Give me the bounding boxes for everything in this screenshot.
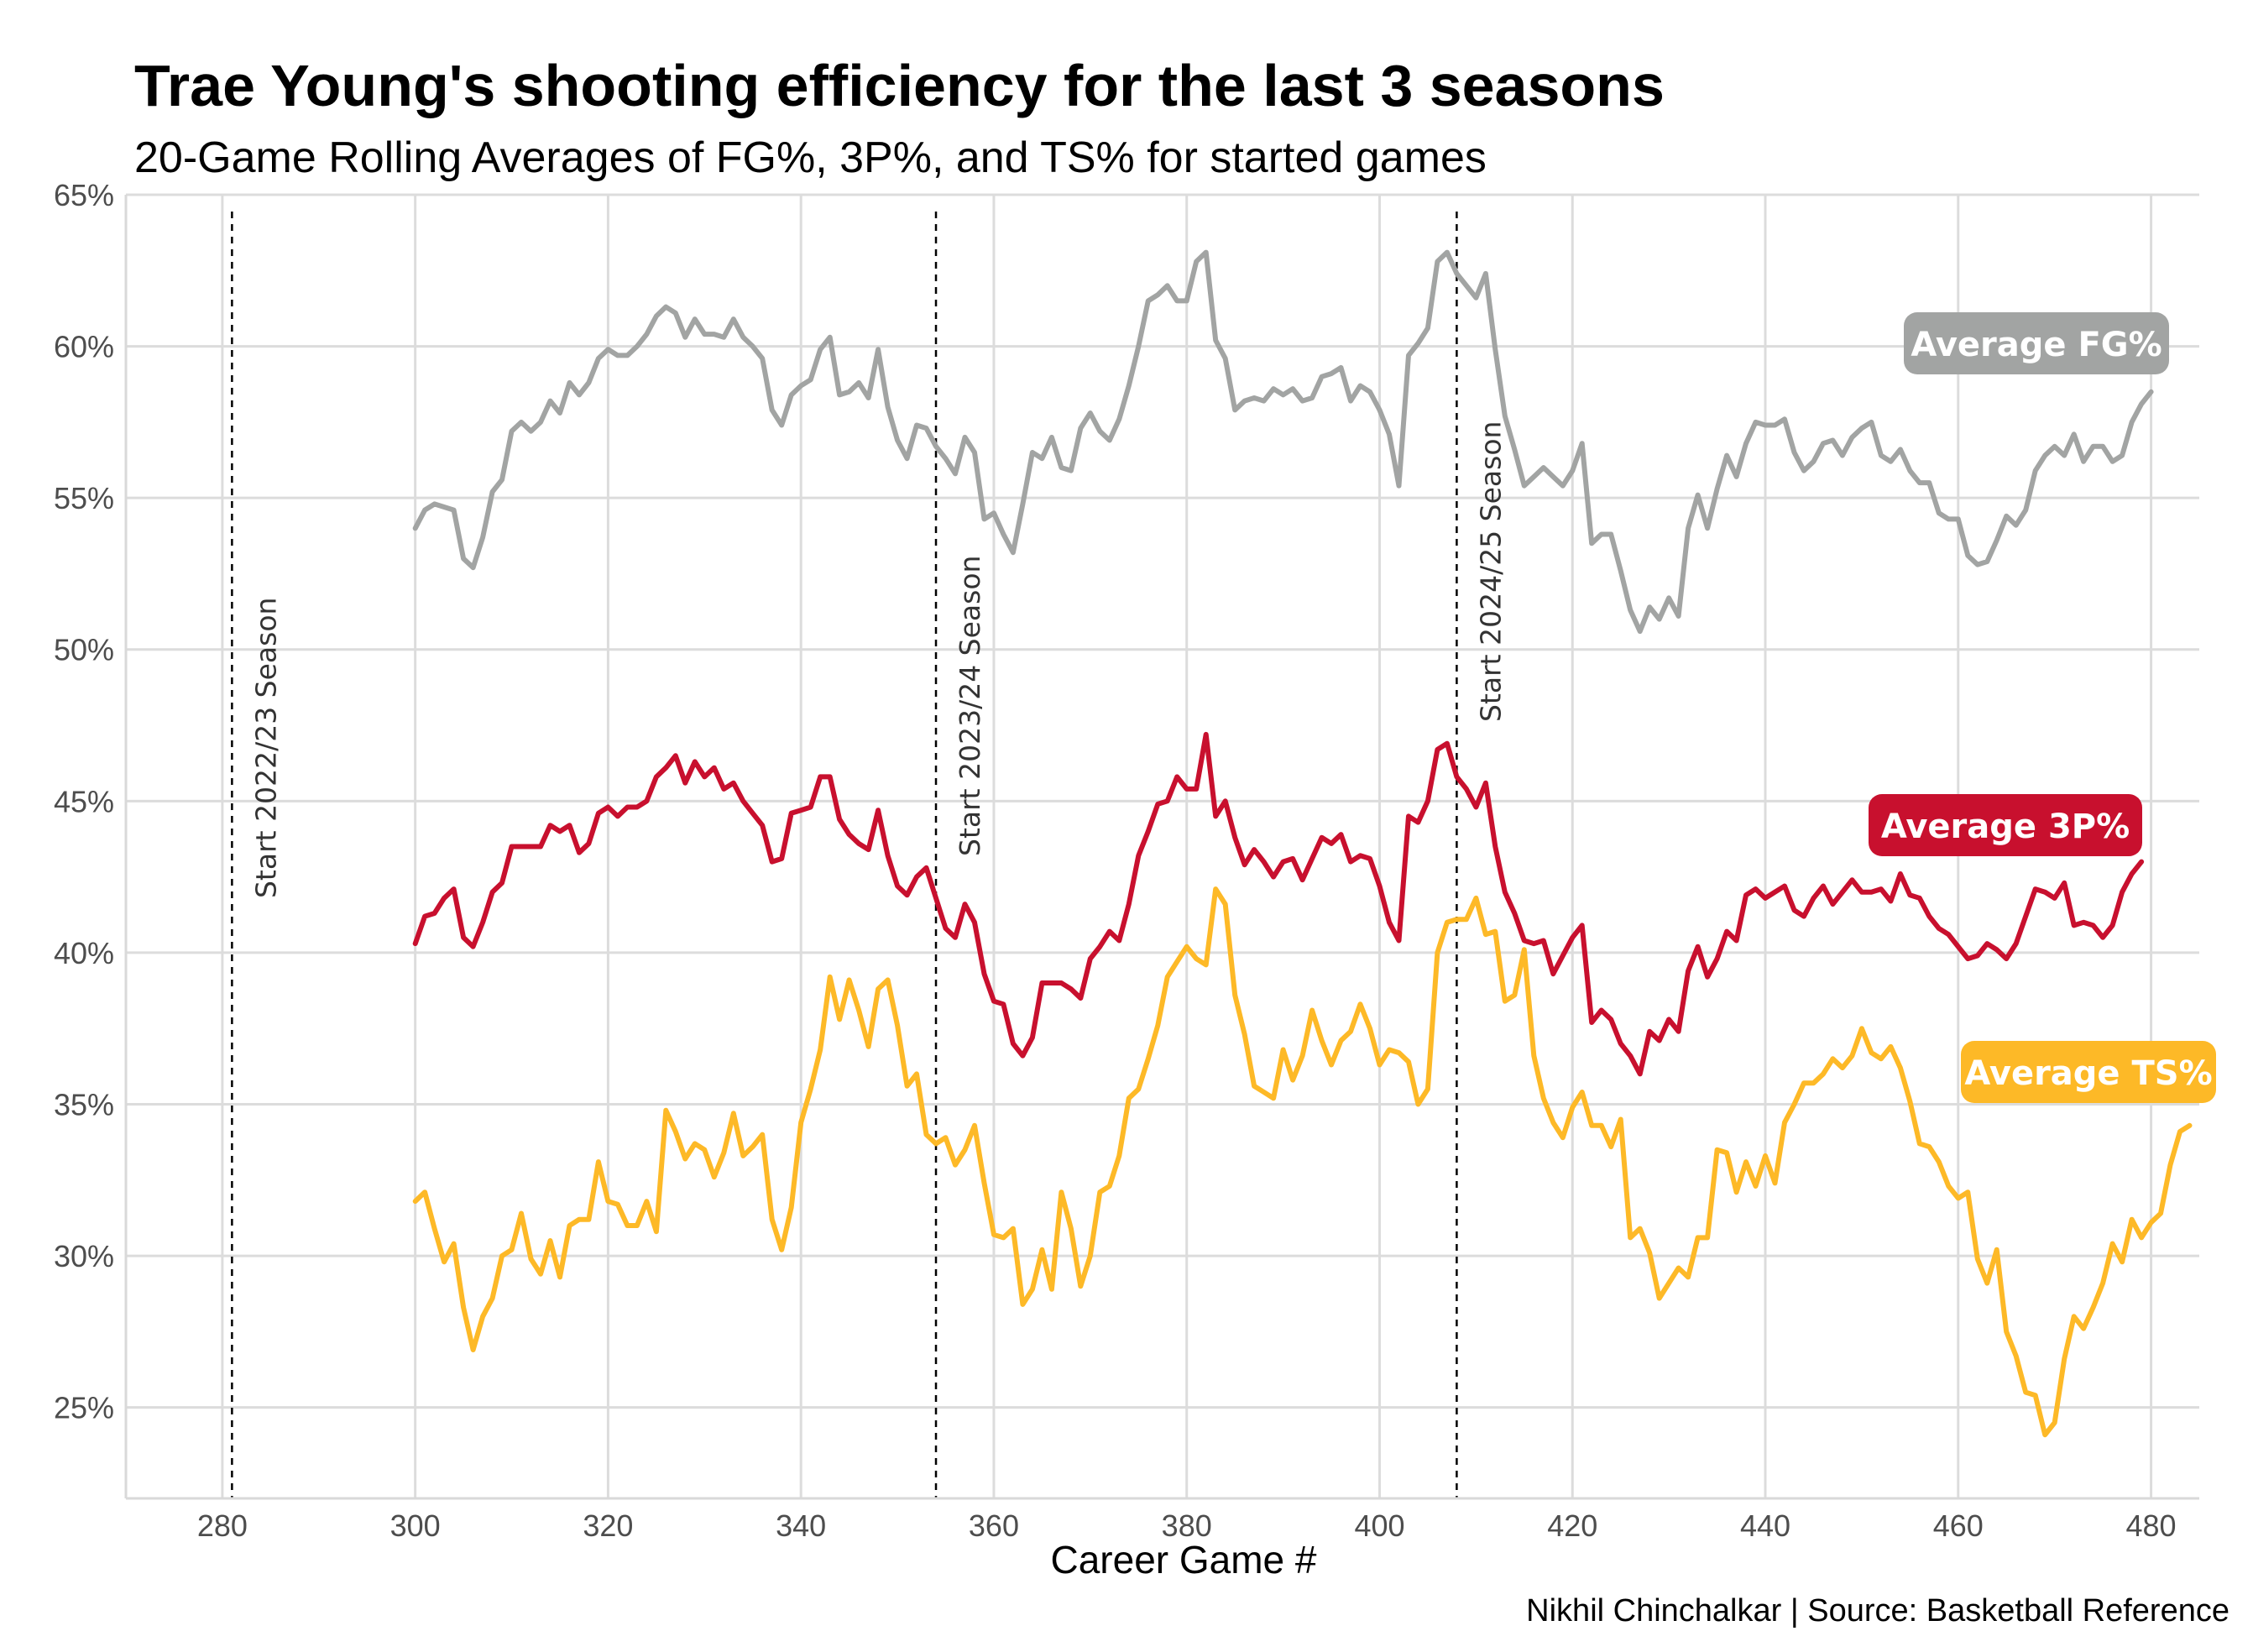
chart-subtitle: 20-Game Rolling Averages of FG%, 3P%, an… [134, 133, 1487, 182]
y-tick-label: 30% [54, 1239, 114, 1273]
series-line [412, 886, 2193, 1438]
series-label-bg [1869, 794, 2142, 856]
series-label-bg [1904, 312, 2169, 374]
series-label-text: Average 3P% [1881, 808, 2130, 846]
y-tick-label: 25% [54, 1391, 114, 1425]
x-tick-label: 340 [776, 1508, 826, 1543]
series-labels: Average FG% Average 3P% Average TS% [1869, 312, 2216, 1103]
axes: 25% 30% 35% 40% 45% 50% 55% 60% 65% 280 300 320 340 3… [54, 178, 2199, 1543]
series-label-bg [1961, 1041, 2216, 1103]
series-label-badge: Average TS% [1961, 1041, 2216, 1103]
season-marker-label: Start 2022/23 Season [249, 598, 282, 898]
series-lines [412, 249, 2193, 1438]
x-tick-label: 280 [197, 1508, 248, 1543]
x-tick-label: 300 [390, 1508, 441, 1543]
chart-title: Trae Young's shooting efficiency for the… [134, 53, 1665, 118]
x-tick-label: 420 [1547, 1508, 1597, 1543]
x-tick-label: 460 [1933, 1508, 1984, 1543]
x-tick-label: 320 [583, 1508, 633, 1543]
y-tick-label: 50% [54, 633, 114, 667]
series-label-text: Average FG% [1911, 326, 2162, 364]
x-axis-title: Career Game # [1050, 1538, 1316, 1581]
y-tick-label: 35% [54, 1087, 114, 1121]
y-tick-label: 65% [54, 178, 114, 212]
x-tick-label: 440 [1740, 1508, 1790, 1543]
x-tick-label: 480 [2126, 1508, 2177, 1543]
x-tick-label: 380 [1162, 1508, 1212, 1543]
series-line [412, 731, 2145, 1077]
season-marker-label: Start 2024/25 Season [1474, 421, 1507, 722]
x-tick-label: 400 [1354, 1508, 1404, 1543]
season-markers: Start 2022/23 Season Start 2023/24 Season… [231, 212, 1507, 1498]
y-tick-label: 60% [54, 330, 114, 364]
series-label-text: Average TS% [1964, 1054, 2212, 1093]
y-tick-label: 45% [54, 784, 114, 818]
y-tick-label: 40% [54, 936, 114, 970]
season-marker-label: Start 2023/24 Season [954, 556, 986, 856]
x-tick-label: 360 [969, 1508, 1019, 1543]
chart-caption: Nikhil Chinchalkar | Source: Basketball … [1526, 1593, 2229, 1628]
series-label-badge: Average 3P% [1869, 794, 2142, 856]
y-tick-label: 55% [54, 481, 114, 515]
series-line [412, 249, 2154, 635]
series-label-badge: Average FG% [1904, 312, 2169, 374]
